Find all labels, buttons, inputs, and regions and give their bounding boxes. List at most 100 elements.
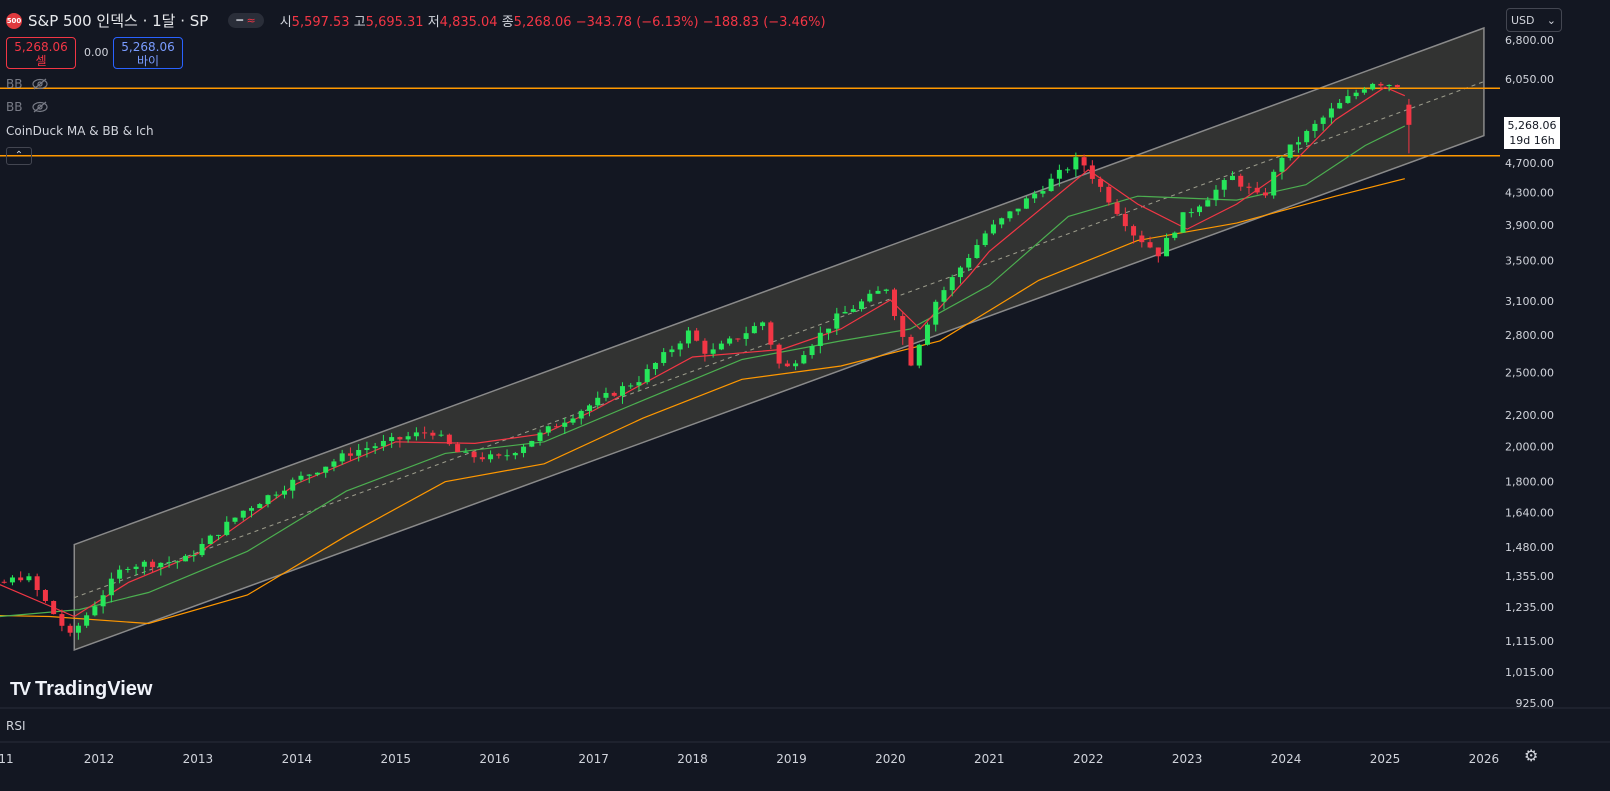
ohlc-readout: 시5,597.53 고5,695.31 저4,835.04 종5,268.06 … — [280, 11, 826, 30]
candle-body — [867, 293, 873, 302]
y-tick-label: 1,115.00 — [1505, 635, 1554, 648]
candle-body — [1246, 186, 1252, 188]
candle-body — [1139, 235, 1145, 243]
candle-body — [405, 436, 411, 440]
candle-body — [619, 386, 625, 396]
close-label: 종 — [501, 15, 514, 30]
chevron-up-icon: ⌃ — [14, 150, 24, 161]
candle-body — [661, 352, 667, 363]
sell-button[interactable]: 5,268.06 셀 — [6, 37, 76, 69]
gear-icon[interactable]: ⚙ — [1524, 746, 1539, 765]
candle-body — [974, 245, 980, 258]
indicator-label: CoinDuck MA & BB & Ich — [6, 124, 154, 138]
candle-body — [174, 561, 180, 563]
candle-body — [347, 453, 353, 456]
candle-body — [1262, 192, 1268, 196]
low-value: 4,835.04 — [439, 15, 498, 30]
candle-body — [199, 543, 205, 556]
candle-body — [413, 432, 419, 437]
candle-body — [529, 440, 535, 447]
candle-body — [372, 446, 378, 449]
change-value-2: −188.83 (−3.46%) — [702, 15, 826, 30]
candle-body — [1, 581, 7, 583]
candle-body — [1089, 165, 1095, 179]
candle-body — [628, 385, 634, 387]
indicator-bb-1[interactable]: BB — [6, 77, 49, 91]
visibility-pill[interactable]: ━ ≈ — [228, 13, 264, 28]
candle-body — [84, 615, 90, 626]
rsi-pane-label[interactable]: RSI — [6, 719, 26, 733]
candle-body — [809, 345, 815, 356]
bar-countdown: 19d 16h — [1509, 134, 1555, 147]
open-label: 시 — [279, 15, 292, 30]
eye-hidden-icon[interactable] — [32, 78, 49, 90]
candle-body — [1328, 108, 1334, 118]
candle-body — [1081, 157, 1087, 166]
chevron-down-icon: ⌄ — [1546, 14, 1556, 27]
candle-body — [100, 595, 106, 607]
candle-body — [463, 451, 469, 453]
candle-body — [1386, 84, 1392, 86]
last-price-tag: 5,268.06 19d 16h — [1504, 117, 1560, 149]
indicator-bb-2[interactable]: BB — [6, 100, 49, 114]
candle-body — [826, 328, 832, 333]
currency-select[interactable]: USD ⌄ — [1506, 8, 1562, 32]
y-tick-label: 4,700.00 — [1505, 157, 1554, 170]
indicator-label: BB — [6, 100, 23, 114]
x-tick-label: 2019 — [776, 752, 807, 766]
ma-fast-line — [0, 86, 1406, 618]
symbol-title[interactable]: S&P 500 인덱스 · 1달 · SP — [28, 12, 209, 30]
candle-body — [422, 432, 428, 434]
indicator-coinduck[interactable]: CoinDuck MA & BB & Ich — [6, 124, 154, 138]
candle-body — [1122, 213, 1128, 227]
candle-body — [1106, 186, 1112, 203]
candle-body — [257, 504, 263, 509]
candle-body — [1394, 84, 1400, 88]
candle-body — [916, 344, 922, 366]
candle-body — [1337, 102, 1343, 109]
x-tick-label: 2017 — [578, 752, 609, 766]
high-value: 5,695.31 — [365, 15, 424, 30]
candle-body — [92, 606, 98, 616]
x-tick-label: 2015 — [380, 752, 411, 766]
candle-body — [75, 625, 81, 633]
candle-body — [18, 577, 24, 581]
eye-hidden-icon[interactable] — [32, 101, 49, 113]
candle-body — [900, 316, 906, 337]
candle-body — [1098, 178, 1104, 187]
candle-body — [892, 289, 898, 317]
x-tick-label: 2022 — [1073, 752, 1104, 766]
candle-body — [685, 330, 691, 344]
candle-body — [595, 397, 601, 406]
buy-button[interactable]: 5,268.06 바이 — [113, 37, 183, 69]
candle-body — [957, 267, 963, 278]
candle-body — [9, 577, 15, 583]
candle-body — [710, 349, 716, 354]
candle-body — [1378, 83, 1384, 86]
candle-body — [479, 457, 485, 460]
candle-body — [1032, 193, 1038, 199]
candle-body — [1213, 189, 1219, 201]
tradingview-logo[interactable]: TV TradingView — [10, 678, 152, 701]
candle-body — [240, 510, 246, 518]
collapse-indicators-button[interactable]: ⌃ — [6, 147, 32, 165]
candle-body — [702, 340, 708, 354]
y-tick-label: 4,300.00 — [1505, 186, 1554, 199]
candle-body — [314, 472, 320, 475]
candle-body — [1048, 178, 1054, 192]
candle-body — [636, 382, 642, 386]
candle-body — [125, 568, 131, 570]
candle-body — [290, 479, 296, 491]
candle-body — [554, 426, 560, 428]
candle-body — [1312, 123, 1318, 131]
x-tick-label: 2023 — [1172, 752, 1203, 766]
y-tick-label: 3,100.00 — [1505, 295, 1554, 308]
x-tick-label: 11 — [0, 752, 14, 766]
candle-body — [908, 336, 914, 366]
y-tick-label: 1,235.00 — [1505, 601, 1554, 614]
candle-body — [694, 330, 700, 341]
x-tick-label: 2024 — [1271, 752, 1302, 766]
candle-body — [850, 309, 856, 312]
candle-body — [216, 534, 222, 536]
